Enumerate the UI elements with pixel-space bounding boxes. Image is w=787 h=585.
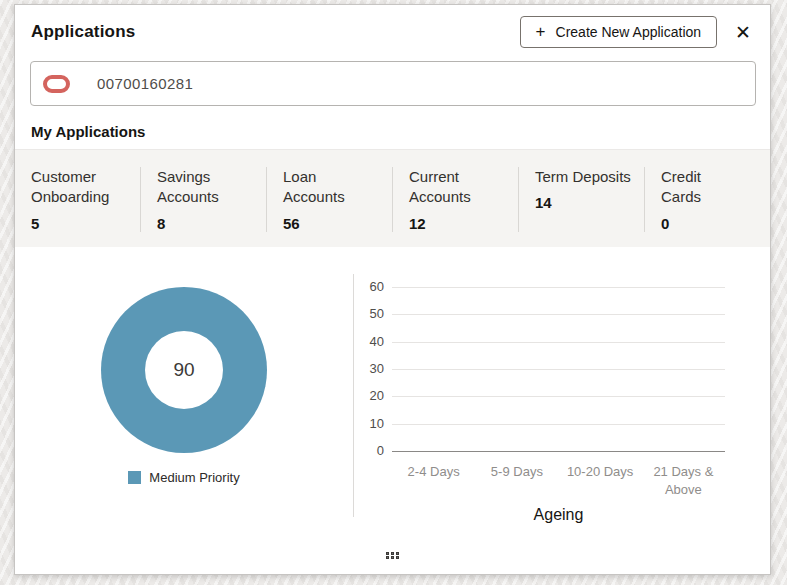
stat-label: Term Deposits xyxy=(535,167,636,187)
application-number-field xyxy=(30,61,756,106)
donut-center-value: 90 xyxy=(145,331,223,409)
stat-value: 8 xyxy=(157,215,258,232)
gridline xyxy=(392,287,725,288)
stat-value: 56 xyxy=(283,215,384,232)
my-applications-title: My Applications xyxy=(31,123,754,140)
close-icon: ✕ xyxy=(735,22,751,43)
close-button[interactable]: ✕ xyxy=(730,21,756,44)
legend-label: Medium Priority xyxy=(149,470,239,485)
gridline xyxy=(392,424,725,425)
y-tick-label: 0 xyxy=(354,443,384,458)
stat-savings-accounts[interactable]: Savings Accounts 8 xyxy=(140,167,266,232)
create-button-label: Create New Application xyxy=(556,24,702,40)
stat-current-accounts[interactable]: Current Accounts 12 xyxy=(392,167,518,232)
stat-value: 5 xyxy=(31,215,132,232)
charts-row: 90 Medium Priority 60 50 40 30 20 10 0 xyxy=(15,259,770,527)
stat-credit-cards[interactable]: Credit Cards 0 xyxy=(644,167,770,232)
application-number-input[interactable] xyxy=(97,75,743,92)
stat-loan-accounts[interactable]: Loan Accounts 56 xyxy=(266,167,392,232)
stat-value: 14 xyxy=(535,194,636,211)
stat-value: 12 xyxy=(409,215,510,232)
legend-item-medium-priority[interactable]: Medium Priority xyxy=(128,470,239,485)
drag-handle-icon[interactable] xyxy=(386,552,400,559)
category-label: 2-4 Days xyxy=(392,463,475,501)
stat-customer-onboarding[interactable]: Customer Onboarding 5 xyxy=(15,167,140,232)
gridline xyxy=(392,342,725,343)
y-tick-label: 10 xyxy=(354,416,384,431)
page-title: Applications xyxy=(31,22,520,42)
gridline xyxy=(392,369,725,370)
create-new-application-button[interactable]: + Create New Application xyxy=(520,16,717,48)
stat-label: Loan Accounts xyxy=(283,167,373,208)
legend-swatch-icon xyxy=(128,471,141,484)
bar-chart-plot-area: 60 50 40 30 20 10 0 xyxy=(354,287,725,451)
applications-panel: Applications + Create New Application ✕ … xyxy=(14,4,771,575)
ageing-bar-chart: 60 50 40 30 20 10 0 2-4 Days 5-9 Days 10… xyxy=(354,259,770,527)
stat-label: Current Accounts xyxy=(409,167,499,208)
gridline xyxy=(392,396,725,397)
category-label: 21 Days & Above xyxy=(642,463,725,501)
category-label: 10-20 Days xyxy=(559,463,642,501)
x-axis-line xyxy=(392,451,725,452)
plus-icon: + xyxy=(536,25,546,39)
stats-row: Customer Onboarding 5 Savings Accounts 8… xyxy=(15,149,770,247)
y-tick-label: 50 xyxy=(354,306,384,321)
stat-value: 0 xyxy=(661,215,762,232)
x-axis-category-labels: 2-4 Days 5-9 Days 10-20 Days 21 Days & A… xyxy=(392,463,725,501)
y-tick-label: 30 xyxy=(354,361,384,376)
x-axis-title: Ageing xyxy=(392,506,725,524)
gridline xyxy=(392,314,725,315)
donut-segment-medium-priority[interactable]: 90 xyxy=(101,287,267,453)
priority-donut-chart: 90 Medium Priority xyxy=(15,259,353,527)
stat-label: Savings Accounts xyxy=(157,167,247,208)
y-tick-label: 40 xyxy=(354,334,384,349)
oracle-logo-icon xyxy=(43,75,70,93)
stat-label: Customer Onboarding xyxy=(31,167,121,208)
y-tick-label: 20 xyxy=(354,388,384,403)
stat-label: Credit Cards xyxy=(661,167,725,208)
stat-term-deposits[interactable]: Term Deposits 14 xyxy=(518,167,644,232)
y-tick-label: 60 xyxy=(354,279,384,294)
category-label: 5-9 Days xyxy=(475,463,558,501)
panel-header: Applications + Create New Application ✕ xyxy=(15,5,770,56)
